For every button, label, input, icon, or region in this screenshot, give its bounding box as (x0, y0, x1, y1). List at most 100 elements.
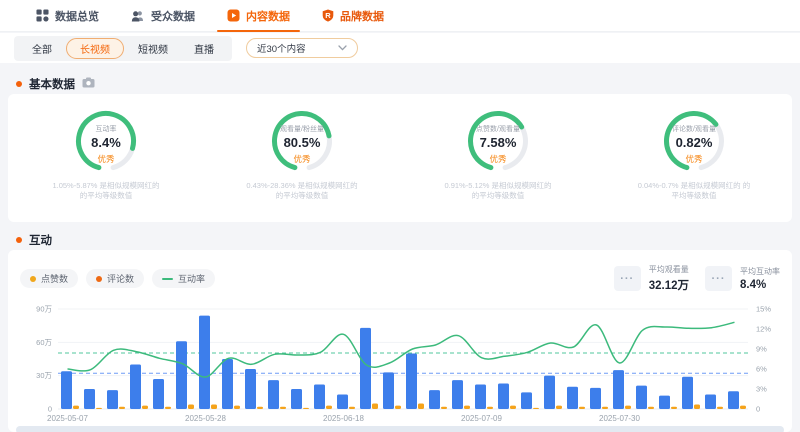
svg-text:9%: 9% (756, 345, 767, 354)
svg-text:互动率: 互动率 (96, 124, 117, 133)
svg-text:优秀: 优秀 (685, 154, 703, 164)
content-type-segmented-control: 全部 长视频 短视频 直播 (14, 35, 232, 61)
segment-long-video[interactable]: 长视频 (66, 37, 124, 59)
svg-text:2025-07-30: 2025-07-30 (599, 414, 640, 423)
tab-brand-data[interactable]: R 品牌数据 (322, 0, 384, 32)
svg-text:6%: 6% (756, 365, 767, 374)
svg-text:点赞数/观看量: 点赞数/观看量 (476, 124, 520, 133)
audience-icon (131, 10, 145, 22)
legend-dot (30, 275, 36, 282)
legend-label: 互动率 (178, 274, 206, 284)
svg-text:0: 0 (48, 405, 52, 414)
segment-all[interactable]: 全部 (32, 44, 52, 56)
section-bullet (16, 81, 22, 87)
chart-average-stats: ··· 平均观看量 32.12万 ··· 平均互动率 8.4% (613, 264, 780, 293)
legend-label: 评论数 (107, 274, 135, 284)
average-stat-text: 平均互动率 8.4% (740, 266, 780, 291)
interaction-chart-card: 点赞数 评论数 互动率 ··· 平均观看量 32.12万 ··· 平均互动率 8.4% 0 30… (8, 250, 792, 432)
tab-label: 品牌数据 (340, 10, 384, 23)
average-stat-label: 平均观看量 (648, 265, 689, 274)
gauge-card-1: 互动率 8.4% 优秀 1.05%-5.87% 是相似规模网红的 的平均等级数值 (8, 94, 204, 222)
shield-r-icon: R (322, 9, 334, 22)
svg-text:30万: 30万 (36, 371, 52, 380)
svg-text:12%: 12% (756, 325, 771, 334)
section-bullet (16, 237, 22, 243)
gauge-ring: 观看量/粉丝量 80.5% 优秀 (272, 111, 332, 171)
svg-text:优秀: 优秀 (293, 154, 311, 164)
svg-text:2025-07-09: 2025-07-09 (461, 414, 502, 423)
legend-item[interactable]: 点赞数 (20, 269, 79, 288)
bars-likes-series[interactable] (61, 315, 739, 409)
section-title-interaction: 互动 (29, 235, 52, 247)
content-range-value: 近30个内容 (257, 44, 306, 55)
svg-text:8.4%: 8.4% (91, 135, 121, 150)
svg-text:2025-05-07: 2025-05-07 (47, 414, 88, 423)
gauge-ring: 评论数/观看量 0.82% 优秀 (664, 111, 724, 171)
average-stat: ··· 平均观看量 32.12万 (613, 264, 689, 293)
content-range-select[interactable]: 近30个内容 (246, 38, 358, 58)
left-axis: 0 30万 60万 90万 (36, 305, 52, 414)
camera-icon[interactable] (82, 75, 95, 93)
average-stat-value: 32.12万 (648, 280, 689, 292)
svg-text:7.58%: 7.58% (480, 135, 517, 150)
average-stat-value: 8.4% (740, 279, 767, 291)
svg-text:评论数/观看量: 评论数/观看量 (672, 124, 716, 133)
dashed-line-swatch: ··· (613, 266, 641, 291)
tab-audience-data[interactable]: 受众数据 (131, 0, 195, 32)
tab-content-data[interactable]: 内容数据 (217, 0, 300, 32)
section-title-basic: 基本数据 (29, 79, 75, 91)
legend-line-swatch (162, 277, 174, 280)
gauge-ring: 点赞数/观看量 7.58% 优秀 (468, 111, 528, 171)
gauge-card-4: 评论数/观看量 0.82% 优秀 0.04%-0.7% 是相似规模网红的 的平均等级数… (596, 94, 792, 222)
gauge-benchmark-note: 0.91%-5.12% 是相似规模网红的 的平均等级数值 (444, 181, 552, 200)
svg-text:R: R (325, 11, 331, 20)
average-stat-text: 平均观看量 32.12万 (649, 264, 689, 293)
tab-label: 数据总览 (55, 10, 99, 23)
svg-text:观看量/粉丝量: 观看量/粉丝量 (280, 124, 324, 133)
dashed-line-swatch: ··· (705, 266, 732, 291)
gauge-ring: 互动率 8.4% 优秀 (76, 111, 136, 171)
right-axis: 0 3% 6% 9% 12% 15% (756, 305, 771, 414)
average-stat: ··· 平均互动率 8.4% (705, 264, 780, 293)
gauge-benchmark-note: 1.05%-5.87% 是相似规模网红的 的平均等级数值 (52, 181, 160, 200)
svg-text:0: 0 (756, 405, 760, 414)
svg-text:3%: 3% (756, 385, 767, 394)
gauge-card-3: 点赞数/观看量 7.58% 优秀 0.91%-5.12% 是相似规模网红的 的平均等级数… (400, 94, 596, 222)
svg-text:0.82%: 0.82% (676, 135, 713, 150)
gauge-benchmark-note: 0.43%-28.36% 是相似规模网红的 的平均等级数值 (246, 181, 358, 200)
tab-label: 内容数据 (246, 10, 290, 23)
svg-text:2025-05-28: 2025-05-28 (185, 414, 226, 423)
average-stat-label: 平均互动率 (740, 267, 780, 276)
svg-text:90万: 90万 (36, 305, 52, 314)
tab-overview-data[interactable]: 数据总览 (36, 0, 99, 32)
segment-live[interactable]: 直播 (194, 44, 214, 56)
svg-text:优秀: 优秀 (97, 154, 115, 164)
svg-text:80.5%: 80.5% (284, 135, 321, 150)
bars-comments-series[interactable] (73, 403, 746, 409)
gauge-benchmark-note: 0.04%-0.7% 是相似规模网红的 的平均等级数值 (637, 181, 751, 200)
x-axis: 2025-05-07 2025-05-28 2025-06-18 2025-07-09… (47, 414, 640, 423)
average-dash-lines (58, 352, 748, 374)
filter-bar: 全部 长视频 短视频 直播 近30个内容 (0, 33, 800, 63)
chart-datazoom-slider[interactable] (16, 426, 784, 432)
legend-dot (96, 275, 103, 282)
gauge-card-2: 观看量/粉丝量 80.5% 优秀 0.43%-28.36% 是相似规模网红的 的平均等级… (204, 94, 400, 222)
gridlines (58, 308, 748, 410)
tab-label: 受众数据 (151, 10, 195, 23)
chart-legend: 点赞数 评论数 互动率 (20, 269, 216, 288)
grid-icon (36, 9, 49, 22)
legend-item[interactable]: 评论数 (86, 269, 145, 288)
svg-text:2025-06-18: 2025-06-18 (323, 414, 364, 423)
interaction-rate-line (67, 321, 735, 378)
legend-item[interactable]: 互动率 (152, 269, 216, 288)
top-navigation: 数据总览 受众数据 内容数据 R 品牌数据 (0, 0, 800, 32)
svg-text:60万: 60万 (36, 338, 52, 347)
svg-text:15%: 15% (756, 305, 771, 314)
segment-short-video[interactable]: 短视频 (138, 44, 168, 56)
basic-data-card: 互动率 8.4% 优秀 1.05%-5.87% 是相似规模网红的 的平均等级数值 观看量/… (8, 94, 792, 222)
play-icon (227, 9, 240, 22)
svg-text:优秀: 优秀 (489, 154, 507, 164)
legend-label: 点赞数 (41, 274, 69, 284)
chevron-down-icon (338, 43, 347, 54)
